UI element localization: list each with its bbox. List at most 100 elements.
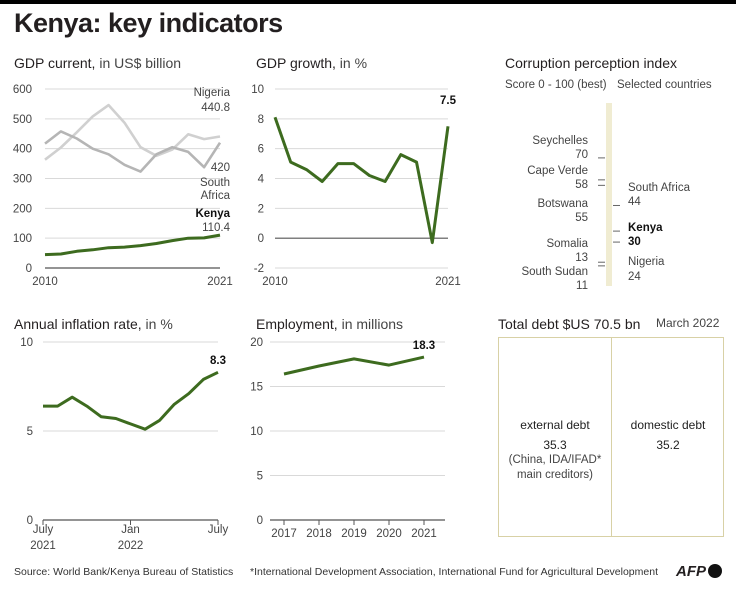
employment-ytick: 10 [250,426,263,438]
gdp-label-nigeria: Nigeria [194,87,231,99]
gdp-ytick: 0 [26,263,32,275]
gdp-ytick: 400 [13,144,32,156]
domestic-debt-value: 35.2 [656,438,680,452]
gdp-ytick: 500 [13,114,32,126]
cpi-value-cape-verde: 58 [575,179,588,191]
gdp-label-sa: Africa [201,190,231,202]
debt-date: March 2022 [656,316,720,330]
gdp-xtick: 2021 [207,276,233,288]
growth-ytick: 10 [251,84,264,96]
cpi-note: Selected countries [617,79,712,91]
gdp-unit: in US$ billion [99,55,182,71]
inflation-series-line [43,370,219,431]
external-debt-note-2: main creditors) [516,469,594,481]
gdp-label-nigeria-value: 440.8 [201,102,230,114]
cpi-value-south-sudan: 11 [576,280,588,292]
employment-xtick: 2021 [411,528,437,540]
debt-title: Total debt $US 70.5 bn [498,316,641,332]
growth-title: GDP growth, [256,55,336,71]
growth-ytick: 0 [258,233,264,245]
source-note: Source: World Bank/Kenya Bureau of Stati… [14,566,234,578]
employment-xtick: 2017 [271,528,297,540]
cpi-value-botswana: 55 [575,212,588,224]
gdp-ytick: 200 [13,203,32,215]
gdp-series-nigeria [44,103,221,161]
growth-ytick: -2 [254,263,264,275]
growth-ytick: 8 [258,114,264,126]
inflation-ytick: 10 [20,337,33,349]
cpi-scale-bar [606,103,612,286]
page-title: Kenya: key indicators [14,8,283,38]
employment-ytick: 5 [257,471,263,483]
inflation-xtick-year: 2022 [118,540,144,552]
employment-ytick: 20 [250,337,263,349]
gdp-panel-title: GDP current, in US$ billion [14,55,181,71]
employment-xtick: 2020 [376,528,402,540]
cpi-scale: Score 0 - 100 (best) [505,79,607,91]
growth-panel-title: GDP growth, in % [256,55,367,71]
cpi-label-nigeria: Nigeria [628,256,665,268]
inflation-ytick: 5 [27,426,33,438]
inflation-ytick: 0 [27,515,33,527]
growth-xtick: 2010 [262,276,288,288]
footnote: *International Development Association, … [250,566,658,578]
debt-divider [611,338,612,536]
top-rule [0,0,736,4]
employment-unit: in millions [341,316,404,332]
employment-ytick: 0 [257,515,263,527]
employment-xtick: 2019 [341,528,367,540]
inflation-xtick: July [208,524,229,536]
inflation-xtick: July [33,524,54,536]
inflation-end-label: 8.3 [210,355,226,367]
growth-ytick: 6 [258,144,264,156]
external-debt-note-1: (China, IDA/IFAD* [508,454,602,466]
external-debt-value: 35.3 [543,438,567,452]
cpi-value-nigeria: 24 [628,271,641,283]
cpi-label-somalia: Somalia [546,238,588,250]
inflation-title: Annual inflation rate, [14,316,142,332]
cpi-label-south-sudan: South Sudan [521,266,588,278]
employment-end-label: 18.3 [413,340,435,352]
debt-box: external debt 35.3 (China, IDA/IFAD* mai… [498,337,724,537]
employment-xtick: 2018 [306,528,332,540]
cpi-title: Corruption perception index [505,55,677,71]
inflation-xtick-year: 2021 [30,540,56,552]
domestic-debt: domestic debt 35.2 [612,418,724,453]
cpi-value-south-africa: 44 [628,196,641,208]
employment-ytick: 15 [250,382,263,394]
growth-xtick: 2021 [435,276,461,288]
external-debt: external debt 35.3 (China, IDA/IFAD* mai… [499,418,611,483]
cpi-label-kenya: Kenya [628,222,663,234]
gdp-title: GDP current, [14,55,96,71]
cpi-label-cape-verde: Cape Verde [527,165,588,177]
gdp-ytick: 300 [13,174,32,186]
domestic-debt-label: domestic debt [630,418,706,432]
growth-ytick: 4 [258,174,265,186]
afp-logo-dot [708,564,722,578]
growth-series-line [273,116,450,245]
cpi-value-somalia: 13 [575,252,588,264]
gdp-ytick: 100 [13,233,32,245]
cpi-label-botswana: Botswana [537,198,588,210]
gdp-label-sa: South [200,177,230,189]
afp-logo-text: AFP [676,563,706,580]
gdp-label-kenya-value: 110.4 [202,222,231,234]
gdp-xtick: 2010 [32,276,58,288]
gdp-series-south-africa [44,130,222,173]
gdp-label-kenya: Kenya [195,208,230,220]
gdp-series-kenya [44,233,221,257]
employment-title: Employment, [256,316,338,332]
growth-ytick: 2 [258,203,264,215]
cpi-label-south-africa: South Africa [628,182,691,194]
cpi-value-kenya: 30 [628,236,641,248]
cpi-value-seychelles: 70 [575,149,588,161]
gdp-ytick: 600 [13,84,32,96]
growth-end-label: 7.5 [440,95,457,107]
employment-panel-title: Employment, in millions [256,316,403,332]
gdp-label-sa-value: 420 [211,162,230,174]
inflation-xtick: Jan [121,524,140,536]
inflation-unit: in % [145,316,173,332]
external-debt-label: external debt [520,418,590,432]
inflation-panel-title: Annual inflation rate, in % [14,316,173,332]
